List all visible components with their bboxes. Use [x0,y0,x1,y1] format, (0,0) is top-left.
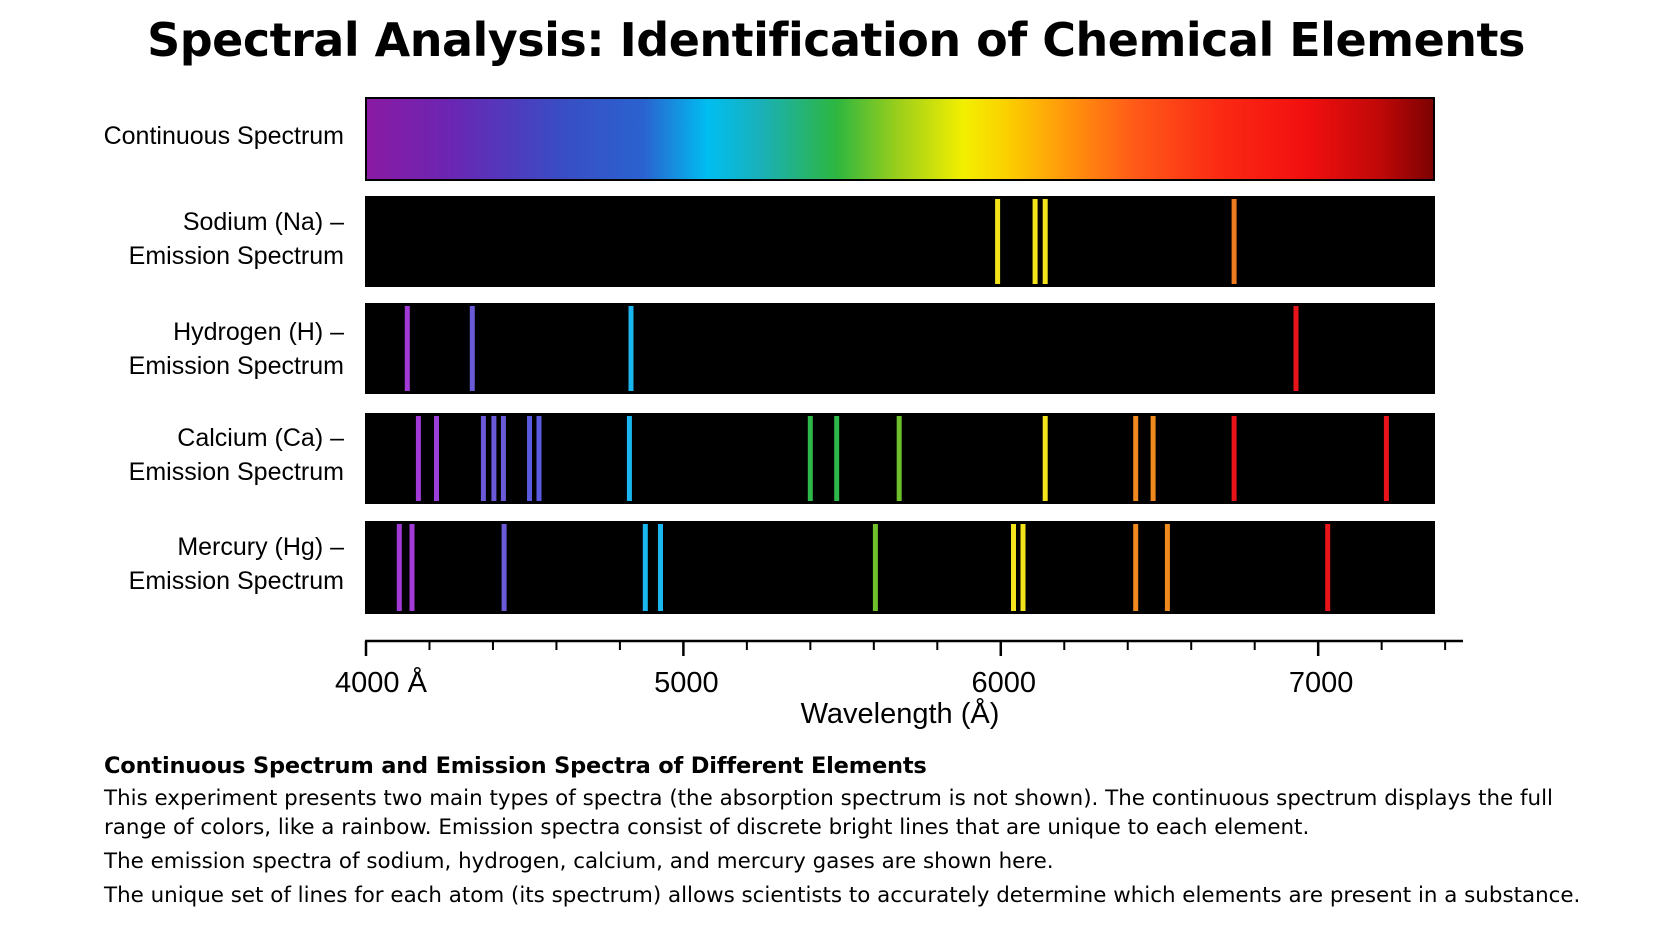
mercury-emission-line [658,524,663,611]
mercury-emission-line [1011,524,1016,611]
mercury-emission-line [642,524,648,611]
mercury-emission-line [1020,524,1026,611]
mercury-subtitle: Emission Spectrum [128,567,344,595]
hydrogen-name: Hydrogen (H) – [173,318,344,346]
hydrogen-band [365,303,1435,394]
mercury-emission-line [1325,524,1331,611]
sodium-label: Sodium (Na) – Emission Spectrum [129,205,344,273]
sodium-emission-line [1231,199,1237,284]
continuous-spectrum-label: Continuous Spectrum [104,119,344,153]
calcium-emission-line [1231,416,1237,501]
calcium-emission-line [536,416,542,501]
x-axis-tick-label: 7000 [1289,667,1354,699]
mercury-emission-line [409,524,415,611]
hydrogen-emission-line [404,306,410,391]
sodium-band [365,196,1435,287]
x-axis-label: Wavelength (Å) [800,698,1000,730]
description-paragraph-1: This experiment presents two main types … [104,786,1553,840]
x-axis-tick-label: 4000 Å [335,666,428,699]
calcium-label: Calcium (Ca) – Emission Spectrum [129,421,344,489]
calcium-emission-line [500,416,506,501]
calcium-subtitle: Emission Spectrum [128,458,344,486]
calcium-emission-line [1042,416,1048,501]
mercury-emission-line [396,524,402,611]
mercury-emission-line [501,524,507,611]
sodium-emission-line [1042,199,1048,284]
mercury-emission-line [1133,524,1139,611]
sodium-emission-line [1032,199,1038,284]
calcium-emission-line [834,416,840,501]
hydrogen-emission-line [1293,306,1299,391]
calcium-emission-line [1383,416,1389,501]
calcium-emission-line [807,416,813,501]
description-paragraph-3: The unique set of lines for each atom (i… [104,883,1581,908]
mercury-emission-line [1164,524,1170,611]
hydrogen-label: Hydrogen (H) – Emission Spectrum [129,315,344,383]
calcium-emission-line [527,416,532,501]
calcium-emission-line [896,416,902,501]
x-axis-tick-label: 5000 [654,667,719,699]
sodium-emission-line [995,199,1001,284]
calcium-emission-line [626,416,632,501]
chart-title: Spectral Analysis: Identification of Che… [147,13,1525,67]
x-axis-tick-label: 6000 [972,667,1037,699]
hydrogen-subtitle: Emission Spectrum [128,352,344,380]
mercury-band [365,521,1435,614]
description-paragraph-2: The emission spectra of sodium, hydrogen… [104,849,1054,874]
sodium-name: Sodium (Na) – [182,208,344,236]
mercury-emission-line [872,524,878,611]
calcium-emission-line [415,416,421,501]
description: Continuous Spectrum and Emission Spectra… [104,752,1604,915]
continuous-spectrum-label-text: Continuous Spectrum [103,122,344,150]
calcium-name: Calcium (Ca) – [177,424,344,452]
calcium-emission-line [1133,416,1139,501]
sodium-subtitle: Emission Spectrum [128,242,344,270]
calcium-emission-line [491,416,497,501]
spectra-chart: 4000 Å 5000 6000 7000 [335,196,1463,699]
calcium-emission-line [480,416,486,501]
calcium-emission-line [1150,416,1156,501]
hydrogen-emission-line [628,306,634,391]
calcium-emission-line [434,416,439,501]
continuous-spectrum-band [365,97,1435,181]
hydrogen-emission-line [469,306,475,391]
mercury-name: Mercury (Hg) – [177,533,344,561]
description-heading: Continuous Spectrum and Emission Spectra… [104,753,927,779]
mercury-label: Mercury (Hg) – Emission Spectrum [129,530,344,598]
